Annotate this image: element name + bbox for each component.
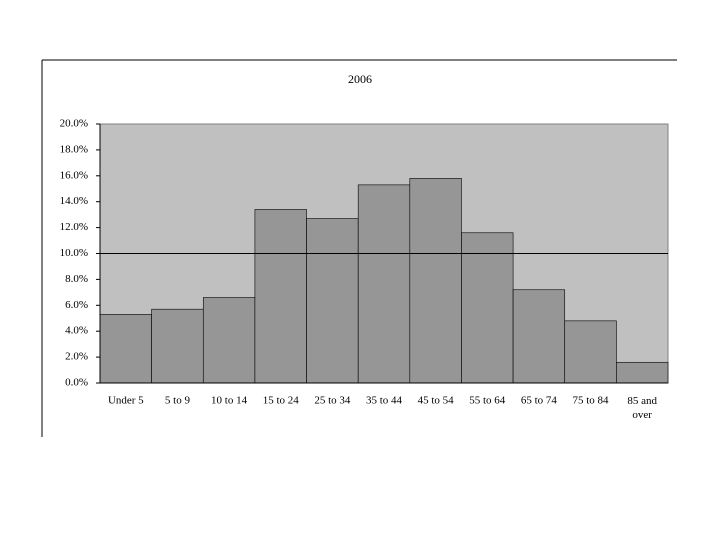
bar [461,232,514,384]
bar [357,184,411,384]
bar [151,308,204,384]
x-tick-label: 65 to 74 [521,395,558,407]
bar [564,320,617,384]
y-tick-label: 16.0% [60,169,88,181]
y-tick-label: 0.0% [65,377,88,389]
y-tick-label: 12.0% [60,221,88,233]
y-tick-label: 18.0% [60,143,88,155]
y-tick-label: 20.0% [60,118,88,130]
y-tick-label: 10.0% [60,247,88,259]
x-tick-label: 55 to 64 [469,395,506,407]
x-tick-label: 85 and over [627,395,657,421]
x-tick-label: 45 to 54 [418,395,455,407]
y-tick-label: 14.0% [60,195,88,207]
bar [99,314,152,384]
x-tick-label: 25 to 34 [314,395,351,407]
x-tick-label: 5 to 9 [165,395,191,407]
bar [254,209,307,384]
bar [202,297,256,384]
y-tick-label: 2.0% [65,351,88,363]
x-tick-label: Under 5 [108,395,144,407]
bar [409,178,462,384]
y-tick-label: 8.0% [65,273,88,285]
x-tick-label: 15 to 24 [263,395,300,407]
x-tick-label: 75 to 84 [573,395,610,407]
y-tick-label: 6.0% [65,299,88,311]
x-tick-label: 35 to 44 [366,395,403,407]
y-tick-label: 4.0% [65,325,88,337]
x-tick-label: 10 to 14 [211,395,248,407]
bar [616,361,669,384]
chart-title: 2006 [348,72,372,86]
bar [306,218,359,384]
bar [512,289,566,384]
